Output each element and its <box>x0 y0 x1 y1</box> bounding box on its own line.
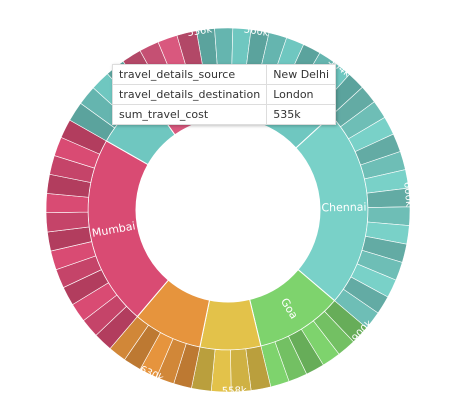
outer-value-label: 560k <box>243 24 269 39</box>
tooltip-value: 535k <box>266 104 337 125</box>
tooltip-row: travel_details_source New Delhi <box>111 64 337 85</box>
tooltip-row: sum_travel_cost 535k <box>111 104 337 125</box>
tooltip-field: travel_details_destination <box>111 84 268 105</box>
tooltip-value: London <box>266 84 337 105</box>
center-hole <box>136 118 320 302</box>
tooltip-value: New Delhi <box>266 64 337 85</box>
tooltip-field: sum_travel_cost <box>111 104 268 125</box>
inner-segment[interactable] <box>199 298 262 351</box>
tooltip-row: travel_details_destination London <box>111 84 337 105</box>
outer-value-label: 558k <box>222 385 247 397</box>
tooltip-field: travel_details_source <box>111 64 268 85</box>
inner-segment-label: Chennai <box>321 201 366 215</box>
tooltip: travel_details_source New Delhi travel_d… <box>111 64 337 125</box>
outer-value-label: 536k <box>187 24 213 39</box>
outer-value-label: 600k <box>401 181 414 207</box>
